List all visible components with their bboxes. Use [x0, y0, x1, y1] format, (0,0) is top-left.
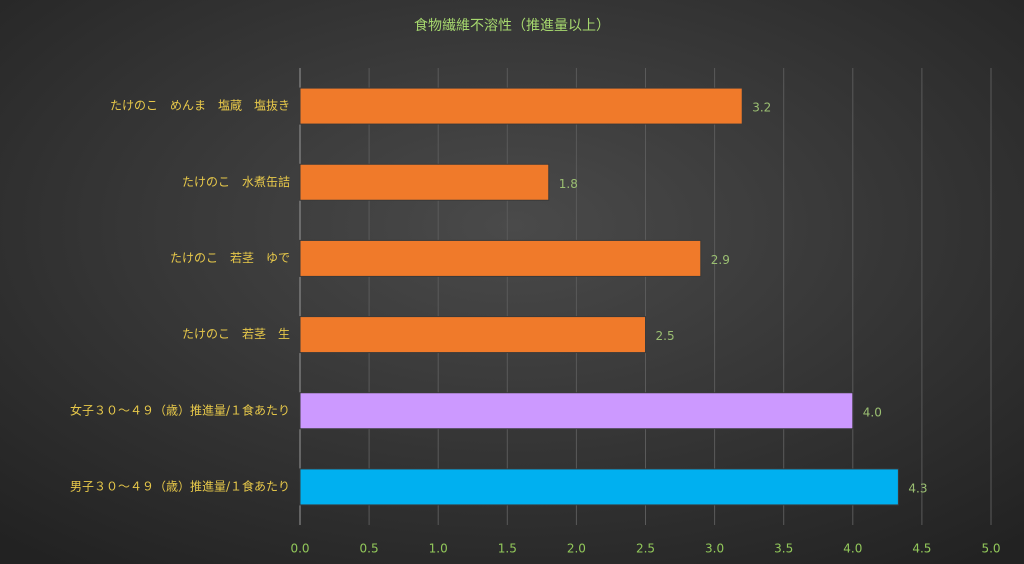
x-tick-label: 1.0 — [429, 542, 448, 556]
value-label: 4.3 — [908, 481, 927, 495]
bar — [299, 468, 899, 506]
x-tick-label: 1.5 — [498, 542, 517, 556]
value-label: 2.5 — [656, 329, 675, 343]
x-tick-label: 2.5 — [636, 542, 655, 556]
y-tick-label: たけのこ めんま 塩蔵 塩抜き — [110, 98, 290, 113]
bar — [299, 239, 702, 277]
x-tick-label: 2.0 — [567, 542, 586, 556]
value-label: 2.9 — [711, 253, 730, 267]
bar — [299, 87, 743, 125]
value-label: 3.2 — [752, 101, 771, 115]
y-tick-label: 男子３０～４９（歳）推進量/１食あたり — [70, 478, 290, 493]
x-tick-label: 4.0 — [843, 542, 862, 556]
y-tick-label: たけのこ 若茎 ゆで — [170, 251, 290, 265]
value-label: 1.8 — [559, 177, 578, 191]
y-tick-label: 女子３０～４９（歳）推進量/１食あたり — [70, 402, 290, 417]
x-tick-label: 0.0 — [290, 542, 309, 556]
x-tick-label: 5.0 — [981, 542, 1000, 556]
x-tick-label: 0.5 — [360, 542, 379, 556]
x-tick-label: 4.5 — [912, 542, 931, 556]
x-tick-label: 3.0 — [705, 542, 724, 556]
bar — [299, 392, 854, 430]
y-tick-label: たけのこ 水煮缶詰 — [182, 174, 290, 189]
chart-title: 食物繊維不溶性（推進量以上） — [414, 17, 610, 34]
bar — [299, 316, 646, 354]
y-tick-label: たけのこ 若茎 生 — [182, 327, 290, 341]
x-tick-label: 3.5 — [774, 542, 793, 556]
bar — [299, 163, 550, 201]
value-label: 4.0 — [863, 405, 882, 419]
